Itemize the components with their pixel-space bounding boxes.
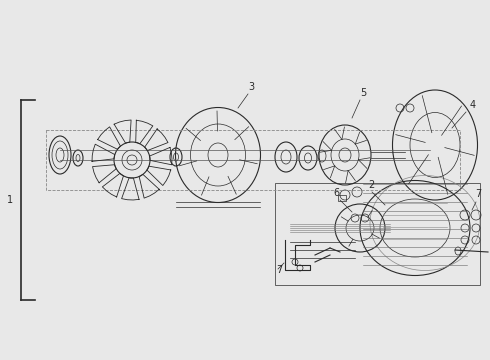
Text: 6: 6 [333, 188, 339, 198]
Text: 2: 2 [368, 180, 374, 190]
Text: 7: 7 [475, 189, 481, 199]
Text: 3: 3 [248, 82, 254, 92]
Text: 1: 1 [7, 195, 13, 205]
Text: 5: 5 [360, 88, 366, 98]
Bar [338, 195, 346, 201]
Text: 7: 7 [276, 265, 282, 275]
Text: 4: 4 [470, 100, 476, 110]
